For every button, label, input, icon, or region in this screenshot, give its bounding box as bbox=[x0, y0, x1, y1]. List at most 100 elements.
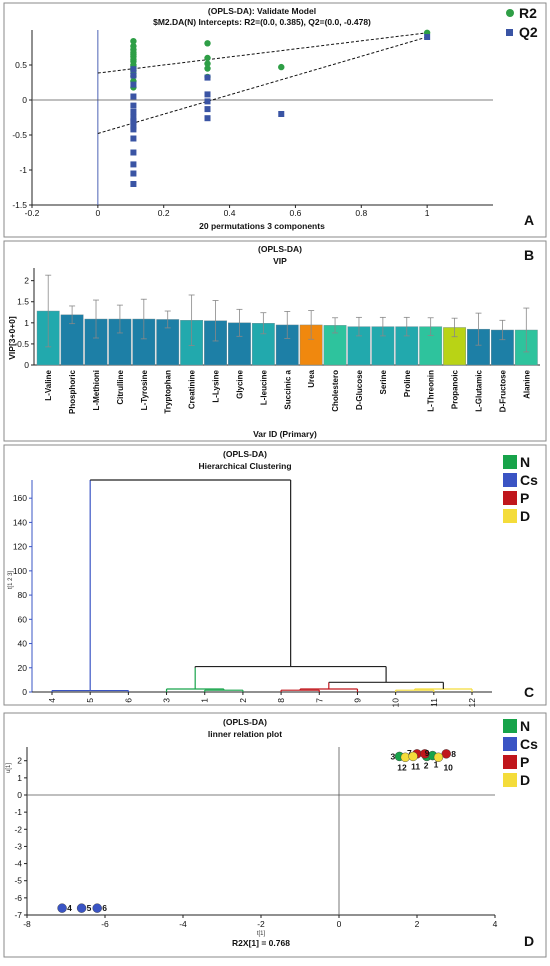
panel-d-points: 3 2 1 4 5 6 7 9 8 12 11 10 bbox=[57, 748, 456, 913]
panel-c-y-tick-label: 0 bbox=[22, 687, 27, 697]
panel-a-x-tick-label: -0.2 bbox=[25, 208, 40, 218]
panel-c-leaf-labels: 4 5 6 3 1 2 8 7 9 10 11 12 bbox=[47, 698, 477, 708]
panel-a-x-tick-label: 0.2 bbox=[158, 208, 170, 218]
panel-a-frame bbox=[3, 2, 547, 238]
panel-c-y-tick-label: 40 bbox=[18, 639, 28, 649]
panel-d-y-tick-label: -1 bbox=[14, 807, 22, 817]
panel-a-q2-point bbox=[130, 149, 137, 156]
panel-c-leaf-label: 3 bbox=[162, 698, 172, 703]
panel-b-title: (OPLS-DA) bbox=[258, 244, 302, 254]
legend-n-swatch bbox=[503, 455, 517, 469]
panel-a-x-tick-label: 0 bbox=[95, 208, 100, 218]
panel-a-y-tick-label: -0.5 bbox=[12, 130, 27, 140]
panel-c-axes: 0 20 40 60 80 100 120 140 160 bbox=[13, 480, 492, 697]
panel-a-points bbox=[130, 29, 431, 187]
panel-c-letter: C bbox=[524, 684, 534, 700]
panel-a-q2-point bbox=[130, 170, 137, 177]
legend-d-d-label: D bbox=[520, 772, 530, 788]
panel-c-leaf-label: 7 bbox=[314, 698, 324, 703]
panel-a-q2-point bbox=[424, 34, 431, 40]
panel-d-y-tick-label: 1 bbox=[17, 773, 22, 783]
panel-a-y-tick-label: -1 bbox=[19, 165, 27, 175]
panel-a-r2-point bbox=[204, 54, 211, 62]
panel-a-q2-point bbox=[278, 111, 285, 117]
panel-d-d-point bbox=[433, 752, 444, 762]
panel-d-point-label: 7 bbox=[407, 748, 412, 758]
panel-c-y-tick-label: 120 bbox=[13, 542, 27, 552]
panel-d-point-label: 2 bbox=[424, 760, 429, 770]
panel-b-category-label: Glycine bbox=[235, 369, 244, 398]
panel-a-xlabel: 20 permutations 3 components bbox=[199, 221, 325, 231]
panel-c-title: (OPLS-DA) bbox=[223, 449, 267, 459]
panel-c-dendrogram bbox=[51, 479, 473, 692]
panel-d-p-point bbox=[441, 749, 451, 759]
panel-c-frame bbox=[3, 444, 547, 706]
panel-a-y-tick-label: 0 bbox=[22, 95, 27, 105]
legend-q2-label: Q2 bbox=[519, 24, 538, 40]
legend-d-n-label: N bbox=[520, 718, 530, 734]
panel-c-leaf-label: 6 bbox=[123, 698, 133, 703]
panel-d-point-label: 3 bbox=[390, 751, 395, 761]
panel-a-x-tick-label: 0.6 bbox=[290, 208, 302, 218]
panel-b-category-label: L-Lysine bbox=[212, 369, 221, 402]
panel-b-xlabel: Var ID (Primary) bbox=[253, 429, 317, 439]
panel-c-subtitle: Hierarchical Clustering bbox=[198, 461, 291, 471]
legend-n-label: N bbox=[520, 454, 530, 470]
panel-d-d-point bbox=[408, 751, 418, 762]
legend-r2-label: R2 bbox=[519, 5, 537, 21]
panel-b-y-tick-label: 0.5 bbox=[17, 339, 29, 349]
panel-b-category-label: L-Methioni bbox=[92, 370, 101, 410]
panel-d-point-label: 4 bbox=[67, 903, 72, 913]
panel-a-q2-point bbox=[130, 114, 137, 121]
legend-d-label: D bbox=[520, 508, 530, 524]
panel-a: (OPLS-DA): Validate Model $M2.DA(N) Inte… bbox=[3, 2, 547, 238]
panel-a-q2-point bbox=[130, 108, 137, 115]
panel-c-leaf-label: 2 bbox=[238, 698, 248, 703]
panel-a-q2-point bbox=[130, 81, 137, 88]
panel-c-y-tick-label: 160 bbox=[13, 493, 27, 503]
panel-d-x-tick-label: -4 bbox=[179, 919, 187, 929]
panel-a-q2-point bbox=[130, 126, 137, 133]
panel-a-q2-point bbox=[204, 91, 211, 98]
panel-a-q2-point bbox=[130, 72, 137, 79]
panel-b-category-label: Propanoic bbox=[451, 369, 460, 409]
panel-c-y-tick-label: 20 bbox=[18, 663, 28, 673]
panel-a-legend: R2 Q2 bbox=[506, 5, 538, 40]
panel-a-q2-point bbox=[130, 135, 137, 142]
panel-d-y-tick-label: 2 bbox=[17, 756, 22, 766]
panel-a-x-tick-label: 0.4 bbox=[224, 208, 236, 218]
panel-b: (OPLS-DA) VIP VIP[3+0+0] 0 0.5 1 1.5 2 L-Val… bbox=[3, 240, 547, 442]
panel-c-y-tick-label: 100 bbox=[13, 566, 27, 576]
panel-d-y-tick-label: -3 bbox=[14, 841, 22, 851]
panel-b-category-label: Tryptophan bbox=[164, 370, 173, 414]
panel-d-point-label: 8 bbox=[451, 749, 456, 759]
panel-a-axes bbox=[29, 30, 493, 208]
panel-d-frame bbox=[3, 712, 547, 958]
panel-d-ylabel: u[1] bbox=[6, 763, 12, 773]
panel-d-xlabel: R2X[1] = 0.768 bbox=[232, 938, 290, 948]
legend-d-cs-swatch bbox=[503, 737, 517, 751]
panel-b-category-label: Serine bbox=[379, 369, 388, 394]
panel-b-category-label: Urea bbox=[307, 369, 316, 387]
panel-a-y-tick-label: 0.5 bbox=[15, 60, 27, 70]
panel-c-leaf-label: 1 bbox=[200, 698, 210, 703]
panel-a-tick-labels: -0.2 0 0.2 0.4 0.6 0.8 1 -1.5 -1 -0.5 0 0.5 bbox=[12, 60, 429, 218]
panel-a-letter: A bbox=[524, 212, 534, 228]
panel-b-category-label: L-Glutamic bbox=[474, 369, 483, 411]
panel-a-x-tick-label: 0.8 bbox=[355, 208, 367, 218]
panel-c-leaf-label: 9 bbox=[352, 698, 362, 703]
panel-b-category-label: Succinic a bbox=[283, 369, 292, 409]
panel-d-y-tick-label: -7 bbox=[14, 910, 22, 920]
panel-b-ylabel: VIP[3+0+0] bbox=[7, 316, 17, 360]
panel-a-q2-point bbox=[204, 98, 211, 105]
legend-p-swatch bbox=[503, 491, 517, 505]
panel-b-category-label: L-Tyrosine bbox=[140, 369, 149, 410]
legend-d-p-swatch bbox=[503, 755, 517, 769]
panel-d-x-tick-label: -8 bbox=[23, 919, 31, 929]
panel-b-y-tick-label: 1.5 bbox=[17, 297, 29, 307]
panel-b-category-label: Citrulline bbox=[116, 369, 125, 404]
panel-c-leaf-label: 8 bbox=[276, 698, 286, 703]
panel-a-r2-point bbox=[204, 40, 211, 47]
panel-d-x-tick-label: 2 bbox=[415, 919, 420, 929]
